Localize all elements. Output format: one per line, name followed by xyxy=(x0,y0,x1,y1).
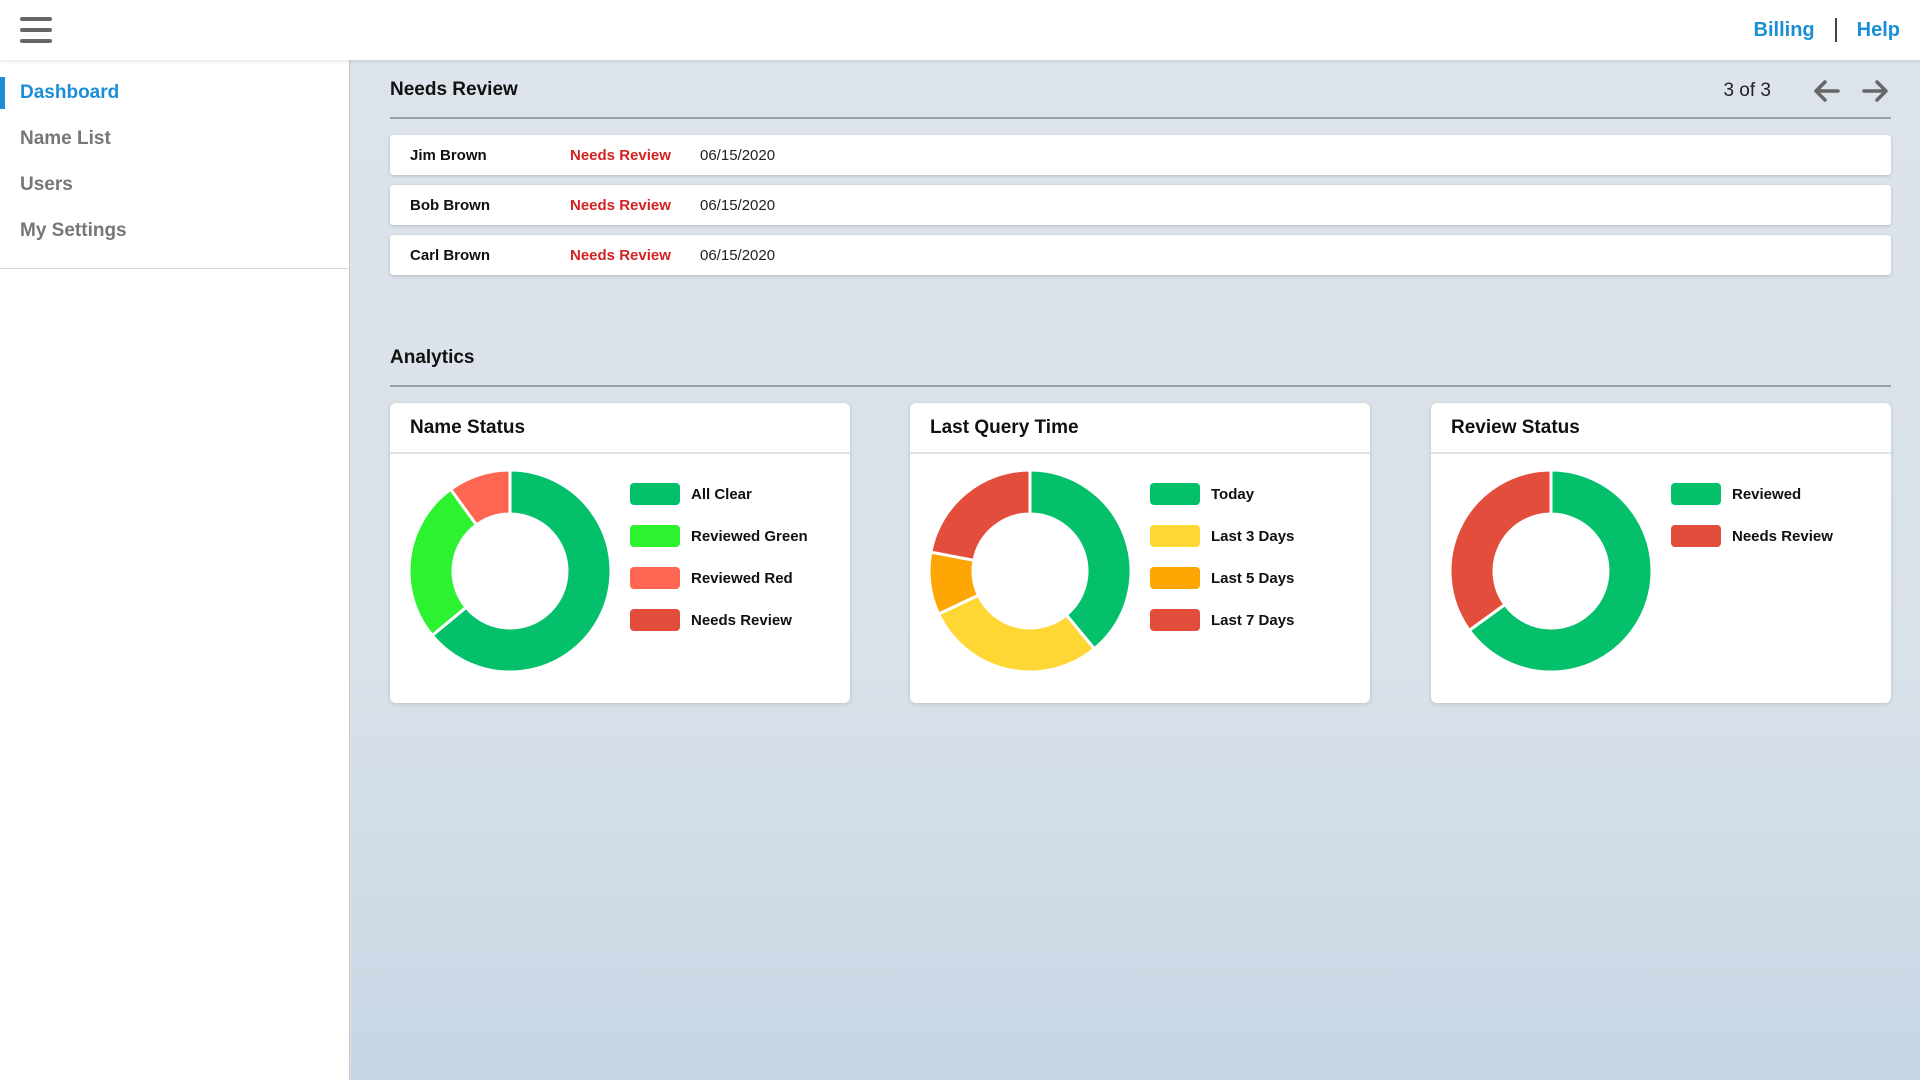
legend-item: Needs Review xyxy=(630,599,808,641)
legend-item: Last 3 Days xyxy=(1150,515,1294,557)
analytics-title: Analytics xyxy=(390,347,475,368)
review-name: Bob Brown xyxy=(410,196,490,214)
name-status-legend: All Clear Reviewed Green Reviewed Red Ne… xyxy=(630,473,808,641)
review-status: Needs Review xyxy=(570,246,671,264)
donut-slice-last-7-days xyxy=(929,469,1032,562)
review-name: Carl Brown xyxy=(410,246,491,264)
review-row[interactable]: Jim Brown Needs Review 06/15/2020 xyxy=(390,135,1891,175)
last-query-time-legend: Today Last 3 Days Last 5 Days Last 7 Day… xyxy=(1150,473,1294,641)
last-query-time-donut xyxy=(928,469,1132,673)
legend-swatch xyxy=(1150,567,1200,589)
legend-label: Needs Review xyxy=(1732,527,1833,545)
name-status-card: Name Status All Clear Reviewed Green Rev… xyxy=(390,403,850,703)
card-title: Name Status xyxy=(390,403,850,454)
legend-label: Reviewed Red xyxy=(691,569,793,587)
sidebar: Dashboard Name List Users My Settings xyxy=(0,60,350,1080)
card-title: Review Status xyxy=(1431,403,1891,454)
review-status: Needs Review xyxy=(570,146,671,164)
legend-label: Last 5 Days xyxy=(1211,569,1295,587)
help-link[interactable]: Help xyxy=(1856,18,1900,41)
legend-item: Reviewed Green xyxy=(630,515,808,557)
donut-slice-last-3-days xyxy=(937,593,1096,673)
legend-item: Reviewed Red xyxy=(630,557,808,599)
donut-slice-all-clear xyxy=(430,469,612,673)
donut-slice-needs-review xyxy=(1449,469,1553,632)
needs-review-title: Needs Review xyxy=(390,79,518,100)
last-query-time-card: Last Query Time Today Last 3 Days Last 5… xyxy=(910,403,1370,703)
legend-swatch xyxy=(1150,609,1200,631)
legend-label: Reviewed Green xyxy=(691,527,808,545)
review-status-legend: Reviewed Needs Review xyxy=(1671,473,1833,557)
main-content: Needs Review 3 of 3 Jim Brown Needs Revi… xyxy=(351,60,1920,1080)
legend-item: All Clear xyxy=(630,473,808,515)
legend-swatch xyxy=(1150,525,1200,547)
arrow-right-icon[interactable] xyxy=(1859,75,1891,107)
top-bar: Billing Help xyxy=(0,0,1920,60)
legend-item: Last 5 Days xyxy=(1150,557,1294,599)
review-status: Needs Review xyxy=(570,196,671,214)
pager: 3 of 3 xyxy=(1723,63,1891,119)
legend-swatch xyxy=(630,609,680,631)
donut-slice-reviewed-green xyxy=(408,487,478,637)
legend-label: Reviewed xyxy=(1732,485,1802,503)
legend-label: Today xyxy=(1211,485,1255,503)
review-date: 06/15/2020 xyxy=(700,246,776,264)
review-row[interactable]: Bob Brown Needs Review 06/15/2020 xyxy=(390,185,1891,225)
legend-swatch xyxy=(630,483,680,505)
top-links: Billing Help xyxy=(1754,0,1900,60)
review-status-donut xyxy=(1449,469,1653,673)
needs-review-list: Jim Brown Needs Review 06/15/2020 Bob Br… xyxy=(390,135,1891,285)
sidebar-item-my-settings[interactable]: My Settings xyxy=(20,220,127,241)
donut-slice-reviewed xyxy=(1467,469,1653,673)
donut-slice-reviewed-red xyxy=(449,469,512,527)
sidebar-nav: Dashboard Name List Users My Settings xyxy=(0,60,349,269)
legend-swatch xyxy=(1671,483,1721,505)
donut-slice-today xyxy=(1028,469,1132,651)
review-status-card: Review Status Reviewed Needs Review xyxy=(1431,403,1891,703)
legend-item: Last 7 Days xyxy=(1150,599,1294,641)
sidebar-item-users[interactable]: Users xyxy=(20,174,73,195)
legend-label: All Clear xyxy=(691,485,752,503)
legend-item: Reviewed xyxy=(1671,473,1833,515)
review-date: 06/15/2020 xyxy=(700,196,776,214)
name-status-donut xyxy=(408,469,612,673)
legend-swatch xyxy=(630,525,680,547)
legend-swatch xyxy=(1150,483,1200,505)
legend-swatch xyxy=(1671,525,1721,547)
needs-review-header: Needs Review 3 of 3 xyxy=(390,63,1891,119)
legend-swatch xyxy=(630,567,680,589)
legend-item: Needs Review xyxy=(1671,515,1833,557)
legend-label: Last 3 Days xyxy=(1211,527,1295,545)
sidebar-item-name-list[interactable]: Name List xyxy=(20,128,111,149)
billing-link[interactable]: Billing xyxy=(1753,18,1815,41)
review-date: 06/15/2020 xyxy=(700,146,776,164)
card-title: Last Query Time xyxy=(910,403,1370,454)
legend-label: Needs Review xyxy=(691,611,792,629)
review-name: Jim Brown xyxy=(410,146,487,164)
hamburger-menu-icon[interactable] xyxy=(20,17,52,43)
pager-count: 3 of 3 xyxy=(1723,80,1771,101)
analytics-cards: Name Status All Clear Reviewed Green Rev… xyxy=(390,403,1891,703)
review-row[interactable]: Carl Brown Needs Review 06/15/2020 xyxy=(390,235,1891,275)
sidebar-item-dashboard[interactable]: Dashboard xyxy=(0,70,349,116)
arrow-left-icon[interactable] xyxy=(1811,75,1843,107)
link-divider xyxy=(1834,18,1837,42)
legend-item: Today xyxy=(1150,473,1294,515)
analytics-header: Analytics xyxy=(390,331,1891,387)
legend-label: Last 7 Days xyxy=(1211,611,1295,629)
